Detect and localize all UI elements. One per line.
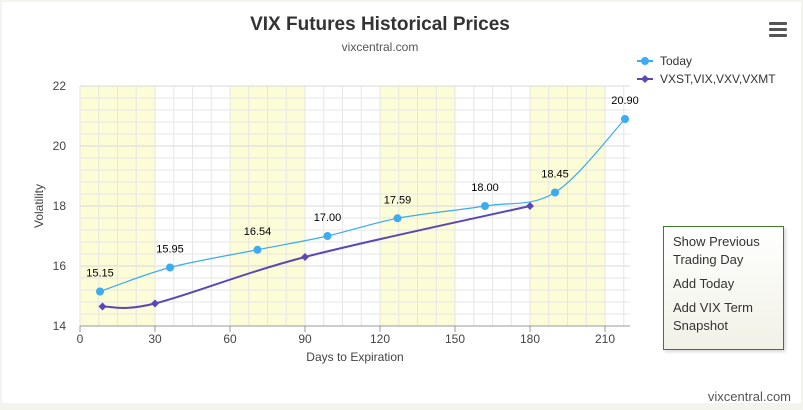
context-menu: Show Previous Trading Day Add Today Add … <box>663 226 784 350</box>
footer-credit: vixcentral.com <box>707 389 791 404</box>
today-data-label-1: 15.95 <box>156 244 184 256</box>
legend-label-0: Today <box>660 54 692 68</box>
menu-item-add-vix-term[interactable]: Add VIX Term Snapshot <box>673 300 753 333</box>
hamburger-menu-icon[interactable] <box>769 22 787 38</box>
term-point-3 <box>526 202 534 210</box>
today-data-label-7: 20.90 <box>611 95 639 107</box>
legend-label-1: VXST,VIX,VXV,VXMT <box>660 72 776 86</box>
y-tick-label: 16 <box>53 259 67 273</box>
chart-title: VIX Futures Historical Prices <box>250 14 510 35</box>
menu-item-add-today[interactable]: Add Today <box>673 276 735 291</box>
today-data-label-6: 18.45 <box>541 169 569 181</box>
x-tick-label: 210 <box>595 332 615 346</box>
x-tick-label: 90 <box>298 332 312 346</box>
x-tick-label: 150 <box>445 332 465 346</box>
term-point-0 <box>98 302 107 311</box>
today-point-1 <box>166 263 174 272</box>
y-tick-label: 14 <box>53 319 67 333</box>
series-line-term <box>102 205 531 309</box>
chart-subtitle: vixcentral.com <box>342 40 419 54</box>
y-tick-label: 20 <box>53 139 67 153</box>
y-tick-label: 22 <box>53 79 67 93</box>
legend-marker-0 <box>641 57 649 65</box>
today-data-label-4: 17.59 <box>384 194 412 206</box>
x-tick-label: 30 <box>148 332 162 346</box>
today-data-label-3: 17.00 <box>314 212 342 224</box>
x-tick-label: 180 <box>520 332 540 346</box>
today-point-4 <box>393 214 402 223</box>
term-point-1 <box>151 299 159 308</box>
today-point-7 <box>621 115 629 123</box>
x-tick-label: 60 <box>223 332 237 346</box>
today-data-label-0: 15.15 <box>86 268 114 280</box>
today-data-label-2: 16.54 <box>244 226 272 238</box>
y-axis-title: Volatility <box>32 184 46 228</box>
legend-marker-1 <box>641 75 649 83</box>
today-point-0 <box>96 287 104 296</box>
x-tick-label: 0 <box>77 332 84 346</box>
today-point-5 <box>481 202 489 210</box>
x-axis-title: Days to Expiration <box>306 350 403 364</box>
term-point-2 <box>301 253 309 261</box>
x-tick-label: 120 <box>370 332 390 346</box>
today-point-3 <box>323 232 332 240</box>
y-tick-label: 18 <box>53 199 67 213</box>
today-data-label-5: 18.00 <box>471 182 499 194</box>
today-point-6 <box>551 188 559 197</box>
menu-item-show-previous[interactable]: Show Previous Trading Day <box>673 234 760 267</box>
today-point-2 <box>253 245 262 254</box>
